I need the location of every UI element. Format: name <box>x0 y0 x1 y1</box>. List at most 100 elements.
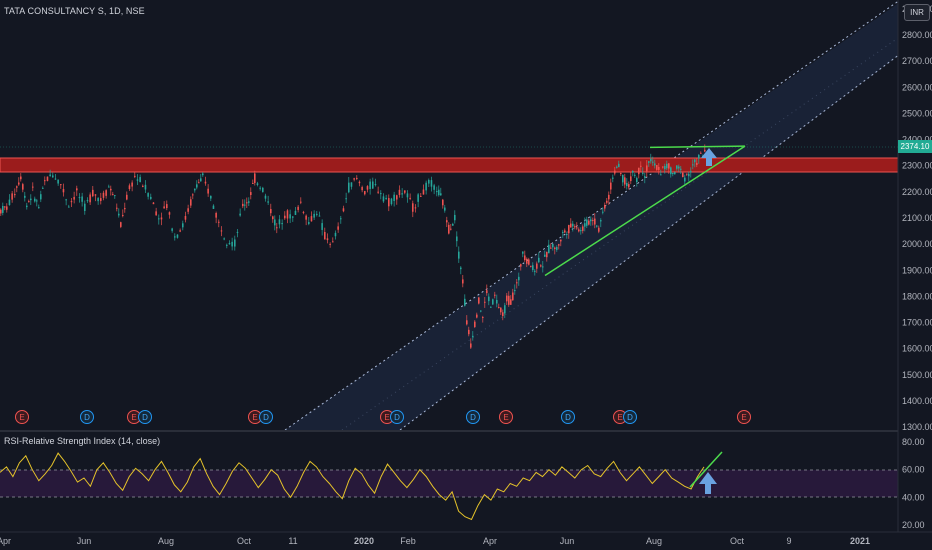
price-tick-label: 2000.00 <box>902 239 932 249</box>
candle-body <box>248 201 250 203</box>
candle-body <box>8 199 11 206</box>
candle-body <box>640 165 642 167</box>
dividend-marker[interactable]: D <box>623 410 637 424</box>
candle-body <box>680 168 682 170</box>
candle-body <box>692 164 694 166</box>
dividend-marker[interactable]: D <box>259 410 273 424</box>
dividend-marker[interactable]: D <box>561 410 575 424</box>
candle-body <box>60 184 62 186</box>
candle-body <box>652 161 654 163</box>
svg-text:D: D <box>394 413 400 422</box>
time-tick-label: Apr <box>0 536 11 546</box>
candle-body <box>281 223 283 225</box>
candle-body <box>560 239 562 242</box>
candle-body <box>358 181 361 184</box>
candle-body <box>259 187 261 189</box>
candle-body <box>118 213 120 216</box>
candle-body <box>18 182 20 185</box>
candle-body <box>390 198 393 205</box>
time-axis[interactable] <box>0 532 932 550</box>
candle-body <box>254 173 256 183</box>
candle-body <box>166 204 168 209</box>
currency-badge[interactable]: INR <box>904 4 930 21</box>
earnings-marker[interactable]: E <box>737 410 751 424</box>
candle-body <box>380 193 382 195</box>
candle-body <box>452 223 454 226</box>
candle-body <box>626 182 628 187</box>
time-tick-label: Aug <box>158 536 174 546</box>
candle-body <box>594 218 596 225</box>
candle-body <box>570 223 572 228</box>
candle-body <box>28 201 30 203</box>
candle-body <box>562 231 564 233</box>
svg-text:D: D <box>470 413 476 422</box>
candle-body <box>289 214 291 219</box>
candle-body <box>228 242 231 245</box>
resistance-zone <box>0 157 899 173</box>
time-axis-ticks: Apr Jun Aug Oct 11 2020 Feb Apr Jun Aug Oct 9 2021 <box>0 536 870 546</box>
candle-body <box>374 184 377 186</box>
dividend-marker[interactable]: D <box>80 410 94 424</box>
candle-body <box>131 182 133 187</box>
candle-body <box>204 181 207 184</box>
candle-body <box>182 223 184 228</box>
dividend-marker[interactable]: D <box>466 410 480 424</box>
candle-body <box>422 189 425 195</box>
candle-body <box>578 229 580 232</box>
candle-body <box>22 184 24 190</box>
candle-body <box>187 208 189 212</box>
rsi-tick-label: 20.00 <box>902 520 925 530</box>
earnings-marker[interactable]: E <box>499 410 513 424</box>
candle-body <box>544 254 546 257</box>
candle-body <box>114 195 116 197</box>
candle-body <box>262 187 264 193</box>
candle-body <box>672 173 674 175</box>
svg-text:E: E <box>384 413 389 422</box>
candle-body <box>446 220 448 223</box>
candle-body <box>100 198 102 201</box>
earnings-marker[interactable]: E <box>613 410 627 424</box>
price-tick-label: 2400.00 <box>902 135 932 145</box>
candle-body <box>568 224 570 234</box>
candle-body <box>110 188 112 191</box>
candle-body <box>454 214 456 221</box>
rsi-tick-label: 60.00 <box>902 465 925 475</box>
time-tick-label: Oct <box>237 536 252 546</box>
rsi-indicator-title[interactable]: RSI-Relative Strength Index (14, close) <box>4 436 161 446</box>
earnings-marker[interactable]: E <box>380 410 394 424</box>
candle-body <box>700 152 702 154</box>
candle-body <box>540 265 542 267</box>
candle-body <box>30 198 32 201</box>
candle-body <box>334 232 337 237</box>
candle-body <box>396 195 398 200</box>
candle-body <box>184 215 187 220</box>
candle-body <box>24 195 26 198</box>
earnings-marker[interactable]: E <box>15 410 29 424</box>
candle-body <box>406 193 409 198</box>
candle-body <box>674 172 676 175</box>
candle-body <box>202 173 204 176</box>
candle-body <box>134 175 136 177</box>
price-pane[interactable] <box>0 0 932 431</box>
candle-body <box>68 206 70 208</box>
price-tick-label: 1900.00 <box>902 265 932 275</box>
candle-body <box>650 158 652 162</box>
candle-body <box>326 238 329 241</box>
rsi-pane[interactable] <box>0 451 898 521</box>
dividend-marker[interactable]: D <box>390 410 404 424</box>
symbol-title: TATA CONSULTANCY S, 1D, NSE <box>4 6 145 16</box>
candle-body <box>564 230 566 233</box>
price-axis[interactable] <box>898 0 932 532</box>
candle-body <box>460 267 462 270</box>
candle-body <box>448 224 450 234</box>
candle-body <box>444 207 446 211</box>
candle-body <box>604 204 606 209</box>
candle-body <box>686 173 688 175</box>
price-tick-label: 1700.00 <box>902 318 932 328</box>
candle-body <box>158 218 160 220</box>
svg-text:D: D <box>565 413 571 422</box>
candle-body <box>73 196 75 200</box>
dividend-marker[interactable]: D <box>138 410 152 424</box>
